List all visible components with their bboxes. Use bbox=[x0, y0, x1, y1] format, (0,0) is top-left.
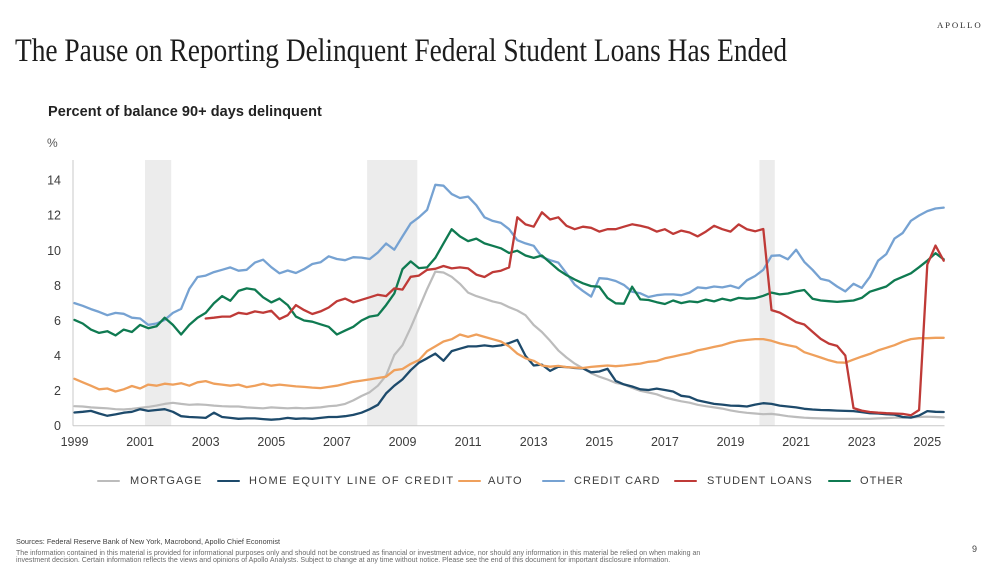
svg-text:2013: 2013 bbox=[520, 435, 548, 449]
svg-text:2007: 2007 bbox=[323, 435, 351, 449]
svg-text:2001: 2001 bbox=[126, 435, 154, 449]
svg-text:12: 12 bbox=[47, 209, 61, 223]
svg-text:2015: 2015 bbox=[585, 435, 613, 449]
svg-text:2003: 2003 bbox=[192, 435, 220, 449]
svg-text:2011: 2011 bbox=[455, 435, 482, 449]
svg-text:2: 2 bbox=[54, 384, 61, 398]
svg-text:2019: 2019 bbox=[717, 435, 745, 449]
svg-text:2009: 2009 bbox=[389, 435, 417, 449]
svg-text:2023: 2023 bbox=[848, 435, 876, 449]
svg-text:8: 8 bbox=[54, 279, 61, 293]
svg-text:6: 6 bbox=[54, 314, 61, 328]
svg-text:4: 4 bbox=[54, 349, 61, 363]
svg-text:10: 10 bbox=[47, 244, 61, 258]
svg-text:2021: 2021 bbox=[782, 435, 810, 449]
svg-text:0: 0 bbox=[54, 419, 61, 433]
svg-text:2017: 2017 bbox=[651, 435, 679, 449]
svg-text:14: 14 bbox=[47, 174, 61, 188]
svg-text:2005: 2005 bbox=[257, 435, 285, 449]
svg-text:2025: 2025 bbox=[913, 435, 941, 449]
svg-text:1999: 1999 bbox=[61, 435, 89, 449]
